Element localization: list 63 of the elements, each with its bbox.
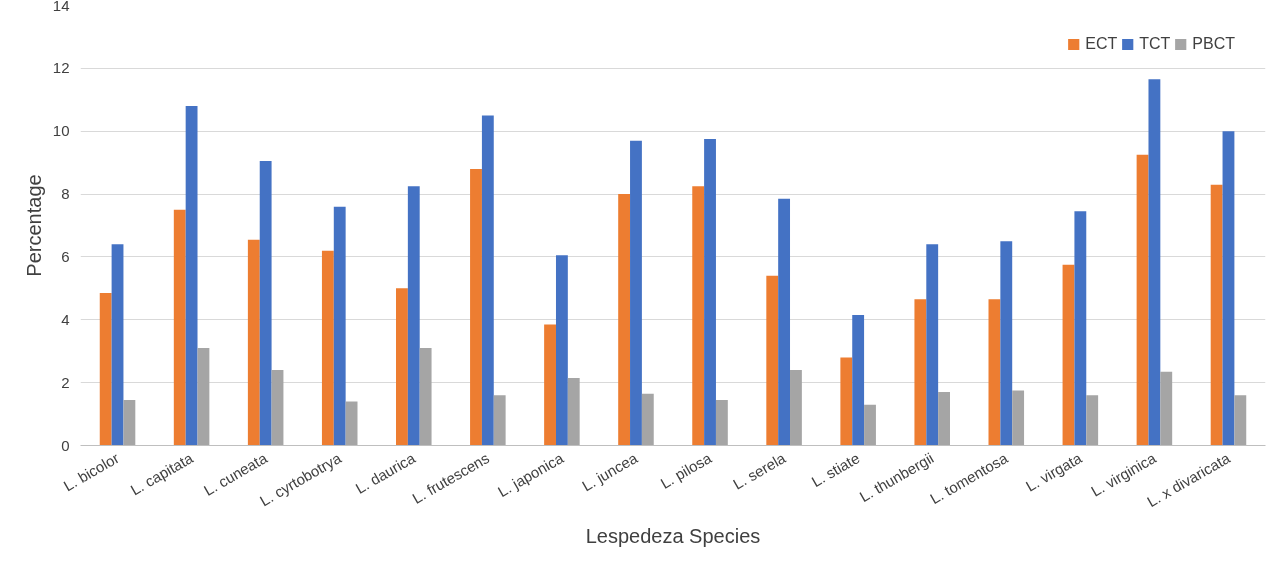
bar	[641, 393, 654, 446]
bar	[470, 168, 482, 446]
bar	[1234, 395, 1247, 446]
y-tick-label: 6	[61, 247, 70, 265]
bar	[259, 161, 272, 446]
bar	[567, 377, 580, 446]
bar	[247, 239, 260, 446]
bar	[481, 115, 494, 446]
y-axis-title: Percentage	[22, 174, 45, 277]
bar	[396, 288, 408, 446]
bar	[692, 186, 705, 446]
bar	[1222, 131, 1235, 446]
bar	[555, 255, 568, 446]
y-tick-label: 14	[52, 0, 70, 14]
bar	[419, 348, 432, 446]
legend-label: TCT	[1139, 35, 1171, 53]
bar	[99, 293, 112, 446]
bar	[1062, 264, 1075, 446]
bar	[852, 315, 865, 446]
bar	[1148, 79, 1161, 446]
bar	[345, 401, 358, 446]
bar	[618, 194, 631, 446]
bar	[630, 140, 642, 446]
y-tick-label: 0	[61, 436, 70, 454]
bar	[544, 324, 556, 446]
x-tick-label: L. serela	[730, 448, 789, 493]
bar	[914, 299, 927, 446]
bar	[938, 392, 950, 446]
bar	[271, 370, 284, 446]
bar	[704, 139, 716, 446]
bar	[1000, 241, 1013, 446]
x-tick-label: L. stiate	[808, 449, 863, 491]
bar	[1136, 154, 1149, 446]
bar	[766, 275, 779, 446]
bar	[333, 206, 346, 446]
bar	[790, 370, 802, 446]
bar	[123, 399, 136, 446]
bar	[778, 198, 791, 446]
bar	[173, 209, 186, 446]
bar	[840, 357, 853, 446]
bar	[715, 399, 728, 446]
bar	[1012, 390, 1025, 446]
bar	[407, 186, 420, 446]
y-tick-label: 12	[52, 59, 70, 77]
y-tick-label: 10	[52, 122, 70, 140]
bar	[493, 395, 506, 446]
bar	[111, 244, 124, 446]
bar	[1074, 211, 1087, 446]
bar	[864, 404, 876, 446]
y-tick-label: 8	[61, 185, 70, 203]
bar	[1086, 395, 1099, 446]
y-tick-label: 2	[61, 373, 70, 391]
bar	[1210, 184, 1223, 446]
legend-label: ECT	[1085, 35, 1118, 53]
legend-label: PBCT	[1192, 35, 1235, 53]
y-tick-label: 4	[61, 310, 70, 328]
bar	[321, 250, 334, 446]
x-axis-title: Lespedeza Species	[585, 525, 761, 548]
bar	[185, 106, 198, 446]
bar	[197, 348, 210, 446]
bar	[988, 299, 1001, 446]
bar	[926, 244, 939, 446]
bar	[1160, 371, 1173, 446]
